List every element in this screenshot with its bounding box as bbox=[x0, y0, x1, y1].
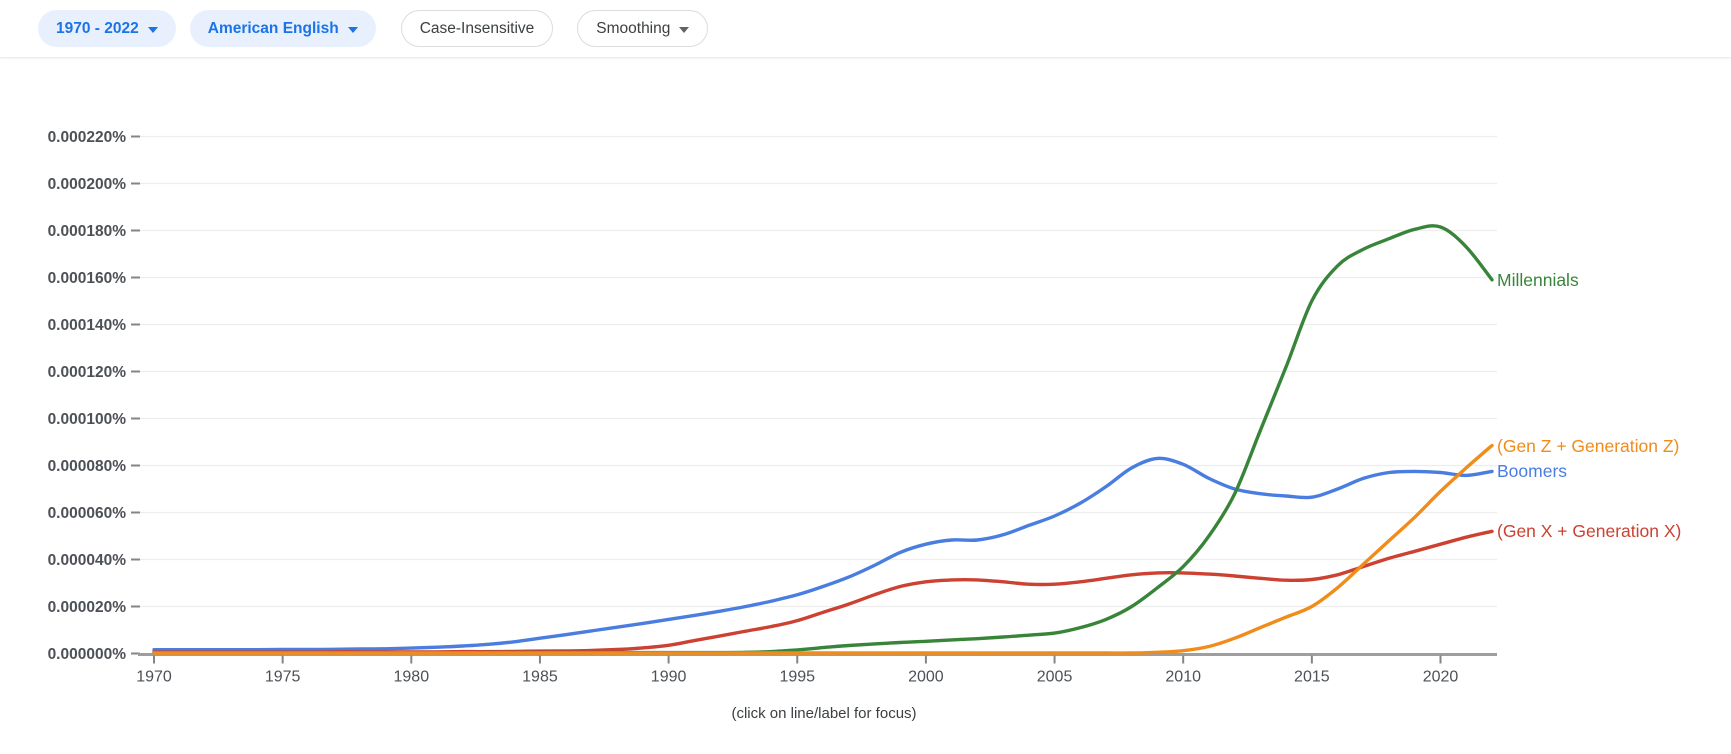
series-line-boomers[interactable] bbox=[152, 456, 1494, 652]
legend-label-millennials[interactable]: Millennials bbox=[1497, 269, 1579, 290]
case-insensitive-toggle[interactable]: Case-Insensitive bbox=[400, 10, 554, 47]
x-axis-label: 1975 bbox=[265, 669, 301, 686]
x-axis-label: 2010 bbox=[1165, 669, 1201, 686]
toolbar: 1970 - 2022 American English Case-Insens… bbox=[0, 0, 1731, 57]
case-insensitive-label: Case-Insensitive bbox=[419, 19, 535, 37]
chevron-down-icon bbox=[147, 26, 158, 33]
x-axis-label: 1985 bbox=[522, 669, 558, 686]
x-axis-label: 2005 bbox=[1037, 669, 1073, 686]
series-line-millennials[interactable] bbox=[152, 224, 1494, 655]
y-axis-label: 0.000160% bbox=[48, 270, 127, 287]
ngram-chart-canvas[interactable]: 0.000000% 0.000020% 0.000040% 0.000060% 0.00… bbox=[0, 57, 1731, 754]
y-axis-label: 0.000040% bbox=[48, 552, 127, 569]
legend-label-boomers[interactable]: Boomers bbox=[1497, 461, 1568, 482]
ngram-chart: 0.000000% 0.000020% 0.000040% 0.000060% 0.00… bbox=[0, 57, 1731, 754]
x-axis-label: 2000 bbox=[908, 669, 944, 686]
smoothing-dropdown[interactable]: Smoothing bbox=[577, 10, 709, 47]
chevron-down-icon bbox=[347, 26, 358, 33]
chart-caption: (click on line/label for focus) bbox=[731, 705, 917, 722]
y-axis-label: 0.000060% bbox=[48, 505, 127, 522]
y-axis-label: 0.000140% bbox=[48, 317, 127, 334]
corpus-label: American English bbox=[207, 19, 339, 37]
year-range-label: 1970 - 2022 bbox=[56, 19, 139, 37]
y-axis-label: 0.000000% bbox=[48, 646, 127, 663]
legend-label--gen-z-generation-z-[interactable]: (Gen Z + Generation Z) bbox=[1497, 435, 1680, 456]
x-axis-label: 2020 bbox=[1423, 669, 1459, 686]
x-axis-label: 1970 bbox=[136, 669, 172, 686]
y-axis-label: 0.000080% bbox=[48, 458, 127, 475]
x-axis-label: 1980 bbox=[394, 669, 430, 686]
chevron-down-icon bbox=[679, 26, 690, 33]
legend-label--gen-x-generation-x-[interactable]: (Gen X + Generation X) bbox=[1497, 521, 1682, 542]
x-axis-label: 1990 bbox=[651, 669, 687, 686]
y-axis-label: 0.000120% bbox=[48, 364, 127, 381]
y-axis-label: 0.000180% bbox=[48, 223, 127, 240]
y-axis-label: 0.000200% bbox=[48, 176, 127, 193]
x-axis-label: 2015 bbox=[1294, 669, 1330, 686]
year-range-dropdown[interactable]: 1970 - 2022 bbox=[38, 10, 176, 47]
y-axis-label: 0.000020% bbox=[48, 599, 127, 616]
y-axis-label: 0.000100% bbox=[48, 411, 127, 428]
series-line--gen-z-generation-z-[interactable] bbox=[152, 443, 1494, 655]
series-line--gen-x-generation-x-[interactable] bbox=[152, 529, 1494, 654]
y-axis-label: 0.000220% bbox=[48, 129, 127, 146]
corpus-dropdown[interactable]: American English bbox=[189, 10, 376, 47]
x-axis-label: 1995 bbox=[779, 669, 815, 686]
smoothing-label: Smoothing bbox=[596, 19, 671, 37]
